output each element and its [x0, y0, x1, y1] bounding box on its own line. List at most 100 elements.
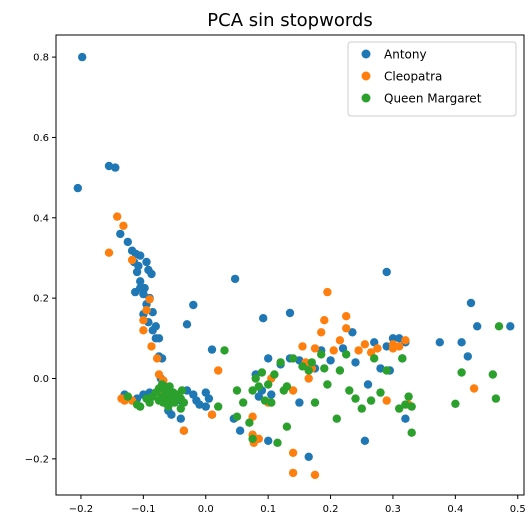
- data-point: [332, 414, 341, 423]
- data-point: [230, 274, 240, 284]
- data-point: [78, 52, 87, 62]
- data-point: [407, 402, 416, 411]
- x-tick-label: 0.5: [510, 504, 526, 515]
- data-point: [282, 422, 292, 431]
- data-point: [245, 418, 254, 427]
- data-point: [335, 366, 345, 375]
- data-point: [179, 426, 189, 435]
- x-tick-label: 0.3: [385, 504, 401, 515]
- data-point: [204, 394, 214, 403]
- x-tick-label: 0.4: [447, 504, 463, 515]
- data-point: [320, 316, 329, 325]
- data-point: [257, 368, 267, 377]
- plot-frame: [55, 34, 525, 496]
- data-point: [288, 386, 298, 395]
- data-point: [123, 237, 132, 247]
- data-point: [395, 404, 404, 413]
- data-point: [382, 366, 391, 375]
- data-point: [473, 322, 482, 331]
- data-point: [267, 390, 276, 399]
- data-point: [401, 400, 410, 409]
- data-point: [382, 267, 391, 277]
- legend-label: Cleopatra: [384, 70, 442, 84]
- data-point: [298, 362, 307, 371]
- data-point: [388, 334, 398, 343]
- data-point: [317, 328, 326, 337]
- data-point: [248, 434, 257, 443]
- legend-marker: [361, 71, 371, 81]
- data-point: [189, 300, 198, 310]
- data-point: [123, 392, 132, 401]
- data-point: [148, 326, 157, 335]
- data-point: [457, 338, 466, 347]
- data-point: [147, 342, 156, 351]
- data-point: [382, 342, 391, 351]
- data-point: [136, 251, 145, 260]
- data-point: [376, 388, 385, 397]
- data-point: [342, 350, 351, 359]
- data-point: [142, 306, 151, 315]
- data-point: [457, 368, 466, 377]
- data-point: [167, 410, 176, 419]
- data-point: [310, 470, 320, 480]
- data-point: [310, 398, 320, 407]
- data-point: [363, 380, 373, 389]
- legend-box: [347, 41, 517, 117]
- data-point: [506, 322, 515, 331]
- data-point: [139, 326, 148, 335]
- x-tick-label: 0.0: [198, 504, 214, 515]
- legend-marker: [361, 93, 371, 103]
- data-point: [207, 345, 217, 354]
- data-point: [235, 426, 245, 435]
- x-axis: −0.2 −0.1 0.0 0.1 0.2 0.3 0.4 0.5: [69, 495, 526, 515]
- data-point: [154, 370, 164, 379]
- data-point: [407, 428, 416, 437]
- data-point: [317, 350, 326, 359]
- data-point: [259, 314, 268, 323]
- data-point: [182, 320, 192, 329]
- data-point: [307, 358, 316, 367]
- data-point: [142, 257, 151, 267]
- data-point: [354, 346, 363, 355]
- series-queen-margaret: [123, 322, 504, 447]
- legend: Antony Cleopatra Queen Margaret: [347, 41, 517, 117]
- data-point: [251, 374, 260, 383]
- data-point: [370, 354, 379, 363]
- legend-label: Queen Margaret: [384, 92, 482, 106]
- data-point: [395, 342, 404, 351]
- data-point: [326, 356, 335, 365]
- data-point: [276, 358, 285, 367]
- data-point: [310, 344, 320, 353]
- data-point: [451, 399, 460, 408]
- data-point: [401, 414, 410, 423]
- data-point: [342, 324, 351, 333]
- data-point: [323, 380, 332, 389]
- data-point: [201, 402, 210, 411]
- data-point: [104, 248, 114, 257]
- x-tick-label: −0.1: [131, 504, 155, 515]
- data-point: [151, 334, 160, 343]
- data-point: [214, 366, 223, 375]
- data-point: [113, 212, 122, 221]
- data-point: [170, 398, 179, 407]
- data-point: [195, 400, 204, 409]
- data-point: [132, 267, 142, 277]
- data-point: [232, 386, 242, 395]
- data-point: [176, 404, 185, 413]
- x-tick-label: 0.1: [260, 504, 276, 515]
- data-point: [214, 402, 223, 411]
- data-point: [345, 386, 354, 395]
- data-point: [254, 382, 263, 391]
- data-point: [398, 354, 407, 363]
- data-point: [139, 316, 148, 325]
- y-tick-label: 0.2: [33, 294, 49, 305]
- data-point: [111, 163, 120, 172]
- data-point: [73, 183, 83, 193]
- data-point: [320, 364, 329, 373]
- data-point: [165, 382, 174, 391]
- data-point: [254, 434, 263, 443]
- data-point: [298, 342, 307, 351]
- y-tick-label: −0.2: [25, 454, 49, 465]
- data-point: [401, 336, 410, 345]
